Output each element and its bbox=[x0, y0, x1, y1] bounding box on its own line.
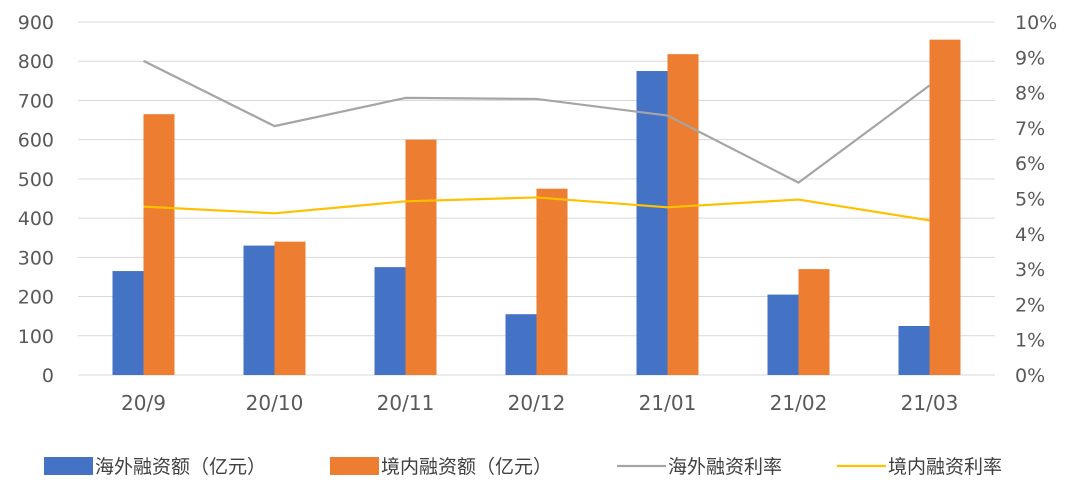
x-tick-label: 21/02 bbox=[770, 391, 828, 415]
legend-label: 境内融资利率 bbox=[888, 456, 1002, 478]
lines bbox=[143, 59, 931, 222]
x-tick-label: 20/12 bbox=[508, 391, 566, 415]
bar bbox=[405, 139, 437, 375]
y-right-tick-label: 7% bbox=[1015, 118, 1045, 140]
y-right-tick-label: 6% bbox=[1015, 153, 1045, 175]
bar bbox=[112, 271, 144, 375]
series-line bbox=[143, 196, 930, 222]
y-right-tick-label: 3% bbox=[1015, 259, 1045, 281]
legend-label: 海外融资额（亿元） bbox=[95, 456, 266, 478]
y-left-tick-label: 800 bbox=[18, 51, 54, 73]
y-right-tick-label: 5% bbox=[1015, 189, 1045, 211]
y-left-tick-label: 900 bbox=[18, 12, 54, 34]
legend-swatch bbox=[44, 457, 93, 475]
legend-swatch bbox=[330, 457, 379, 475]
y-left-tick-label: 100 bbox=[18, 326, 54, 348]
bar bbox=[767, 294, 799, 375]
y-right-tick-label: 4% bbox=[1015, 224, 1045, 246]
legend-label: 海外融资利率 bbox=[668, 456, 782, 478]
bar bbox=[929, 39, 961, 376]
x-tick-label: 20/10 bbox=[246, 391, 304, 415]
bar bbox=[898, 325, 930, 375]
y-right-tick-label: 2% bbox=[1015, 294, 1045, 316]
bar bbox=[667, 54, 699, 375]
y-right-tick-label: 9% bbox=[1015, 47, 1045, 69]
y-left-tick-label: 200 bbox=[18, 287, 54, 309]
y-left-tick-label: 400 bbox=[18, 208, 54, 230]
bar bbox=[143, 114, 175, 375]
x-tick-label: 21/01 bbox=[639, 391, 697, 415]
bar bbox=[274, 241, 306, 375]
legend: 海外融资额（亿元） 境内融资额（亿元） 海外融资利率 境内融资利率 bbox=[44, 456, 1002, 478]
y-axis-left: 0 100 200 300 400 500 600 700 800 900 bbox=[18, 12, 54, 387]
x-tick-label: 21/03 bbox=[901, 391, 959, 415]
y-right-tick-label: 8% bbox=[1015, 83, 1045, 105]
series-line bbox=[143, 59, 931, 184]
y-axis-right: 0% 1% 2% 3% 4% 5% 6% 7% 8% 9% 10% bbox=[1015, 12, 1057, 387]
bars bbox=[112, 39, 961, 376]
x-tick-label: 20/9 bbox=[121, 391, 166, 415]
bar bbox=[798, 269, 830, 375]
legend-label: 境内融资额（亿元） bbox=[381, 456, 552, 478]
y-right-tick-label: 10% bbox=[1015, 12, 1057, 34]
y-left-tick-label: 600 bbox=[18, 130, 54, 152]
y-left-tick-label: 300 bbox=[18, 247, 54, 269]
y-right-tick-label: 0% bbox=[1015, 365, 1045, 387]
bar bbox=[536, 188, 568, 375]
y-left-tick-label: 0 bbox=[42, 365, 54, 387]
x-axis: 20/9 20/10 20/11 20/12 21/01 21/02 21/03 bbox=[121, 391, 958, 415]
y-right-tick-label: 1% bbox=[1015, 330, 1045, 352]
y-left-tick-label: 500 bbox=[18, 169, 54, 191]
y-left-tick-label: 700 bbox=[18, 90, 54, 112]
bar bbox=[374, 267, 406, 375]
x-tick-label: 20/11 bbox=[377, 391, 435, 415]
bar bbox=[243, 245, 275, 375]
bar bbox=[636, 71, 668, 376]
bar bbox=[505, 314, 537, 375]
